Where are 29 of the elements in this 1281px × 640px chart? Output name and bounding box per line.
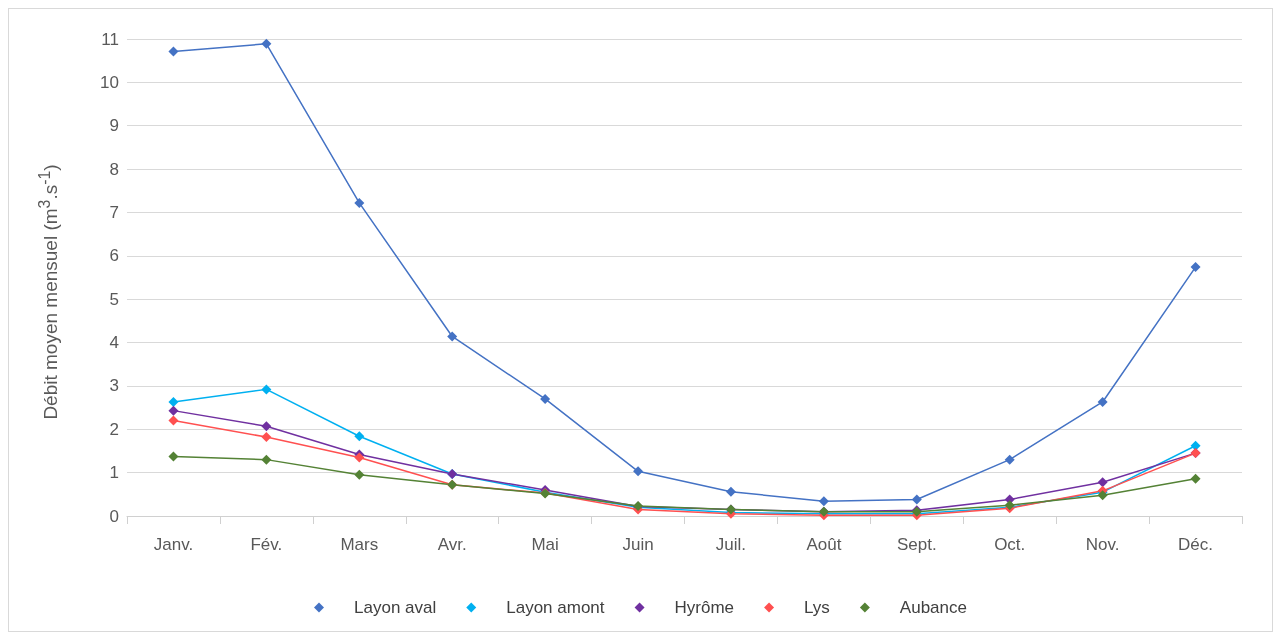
x-tick-label: Déc. [1178,535,1214,554]
y-tick-label: 8 [109,159,119,179]
y-tick-label: 7 [109,202,119,222]
x-tick-label: Août [806,535,842,554]
x-tick-label: Nov. [1085,535,1120,554]
x-tick-label: Janv. [153,535,194,554]
x-tick-label: Juil. [715,535,747,554]
legend-label: Layon amont [506,598,605,617]
y-tick-label: 5 [109,289,119,309]
x-tick-label: Fév. [250,535,283,554]
y-tick-label: 4 [109,333,119,353]
x-tick-label: Juin [622,535,654,554]
legend-label: Layon aval [354,598,437,617]
legend-label: Lys [804,598,830,617]
y-tick-label: 1 [109,463,119,483]
y-tick-label: 0 [109,506,119,526]
y-tick-label: 11 [101,29,119,49]
x-tick-label: Mai [531,535,559,554]
legend-label: Aubance [899,598,967,617]
legend-label: Hyrôme [674,598,735,617]
x-tick-label: Sept. [896,535,937,554]
y-tick-label: 6 [109,246,119,266]
y-tick-label: 3 [109,376,119,396]
y-tick-label: 9 [109,116,119,136]
y-tick-label: 10 [100,72,119,92]
x-tick-label: Mars [340,535,379,554]
x-tick-label: Oct. [994,535,1026,554]
y-tick-label: 2 [109,419,119,439]
x-tick-label: Avr. [437,535,467,554]
